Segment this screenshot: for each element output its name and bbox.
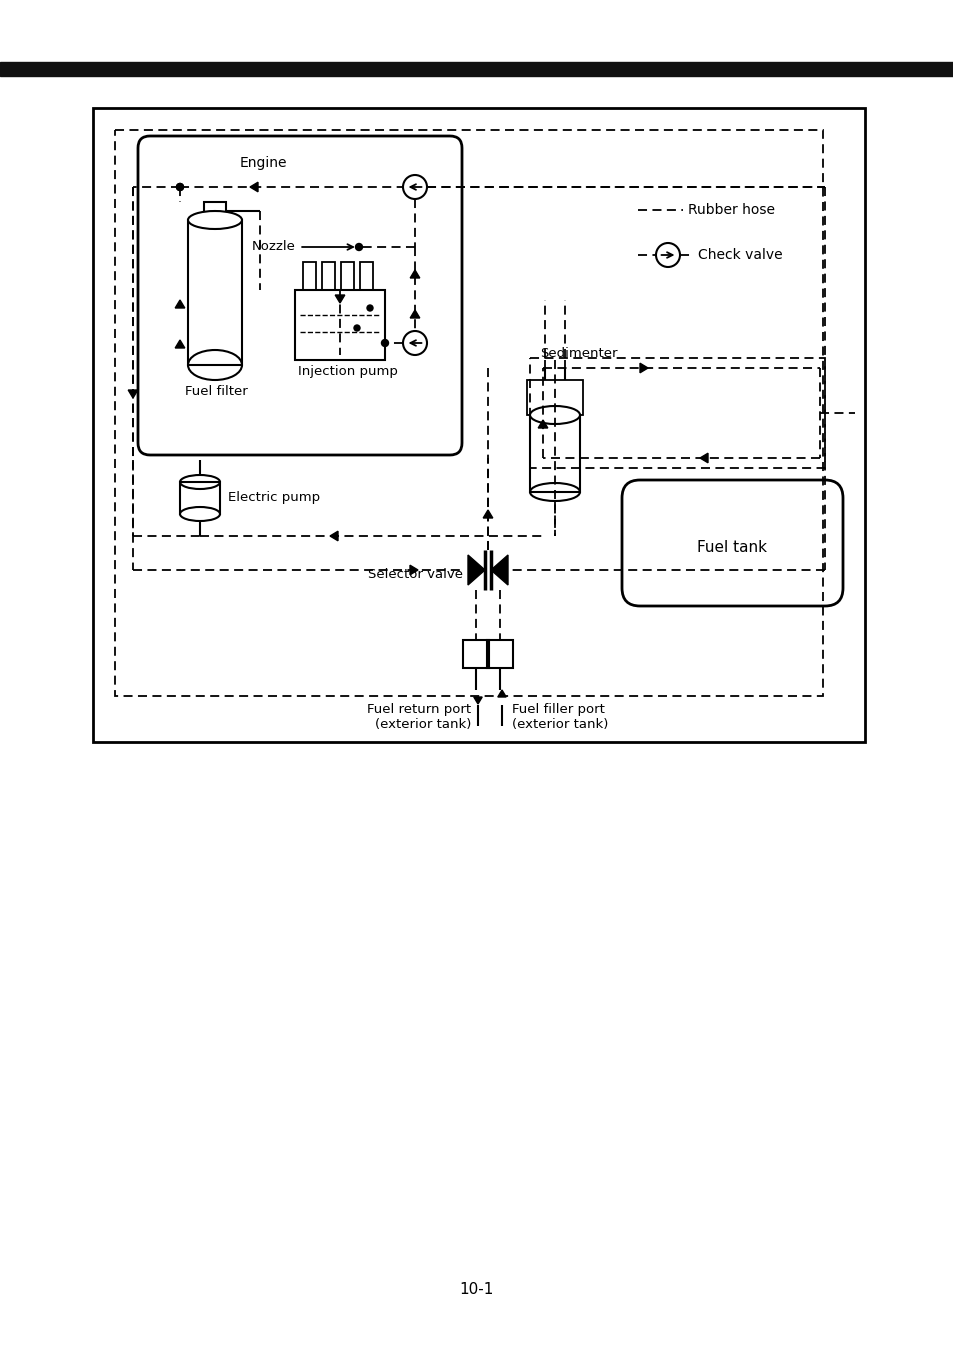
- Polygon shape: [175, 340, 185, 348]
- Bar: [303, 262, 315, 290]
- Polygon shape: [410, 566, 417, 575]
- Polygon shape: [482, 510, 493, 518]
- Polygon shape: [497, 690, 506, 697]
- Bar: [462, 640, 489, 668]
- Text: Engine: Engine: [240, 157, 287, 170]
- Polygon shape: [128, 390, 137, 398]
- Text: Fuel filler port: Fuel filler port: [512, 703, 604, 716]
- Bar: [180, 482, 220, 514]
- Bar: [92, 108, 864, 742]
- Bar: [115, 130, 822, 697]
- Bar: [486, 640, 513, 668]
- Text: Check valve: Check valve: [698, 248, 781, 262]
- Text: Fuel filter: Fuel filter: [185, 385, 248, 398]
- Circle shape: [176, 184, 183, 190]
- Circle shape: [381, 339, 388, 347]
- Polygon shape: [335, 296, 344, 302]
- Text: Rubber hose: Rubber hose: [687, 202, 774, 217]
- Ellipse shape: [180, 508, 220, 521]
- Polygon shape: [700, 454, 707, 463]
- Circle shape: [355, 243, 362, 251]
- Polygon shape: [410, 270, 419, 278]
- Circle shape: [402, 176, 427, 198]
- Polygon shape: [468, 555, 484, 585]
- Bar: [359, 262, 373, 290]
- Bar: [294, 290, 385, 360]
- Ellipse shape: [188, 211, 242, 230]
- Bar: [204, 202, 226, 220]
- Polygon shape: [330, 531, 337, 541]
- Bar: [0, 62, 953, 76]
- Polygon shape: [474, 697, 481, 703]
- Text: Fuel tank: Fuel tank: [697, 540, 766, 555]
- Bar: [530, 414, 579, 491]
- Bar: [340, 262, 354, 290]
- Polygon shape: [410, 310, 419, 319]
- Circle shape: [354, 325, 359, 331]
- Polygon shape: [537, 420, 547, 428]
- Text: Fuel return port: Fuel return port: [367, 703, 471, 716]
- Bar: [188, 220, 242, 364]
- Circle shape: [367, 305, 373, 310]
- Ellipse shape: [530, 406, 579, 424]
- Text: Selector valve: Selector valve: [368, 568, 462, 582]
- Circle shape: [656, 243, 679, 267]
- Polygon shape: [250, 182, 257, 192]
- Text: 10-1: 10-1: [459, 1282, 494, 1297]
- Text: Electric pump: Electric pump: [228, 491, 320, 505]
- Text: Injection pump: Injection pump: [297, 364, 397, 378]
- Polygon shape: [175, 300, 185, 308]
- Polygon shape: [491, 555, 507, 585]
- Bar: [526, 379, 582, 414]
- Text: Nozzle: Nozzle: [252, 240, 295, 254]
- Circle shape: [176, 184, 183, 190]
- Polygon shape: [639, 363, 647, 373]
- Circle shape: [402, 331, 427, 355]
- Text: Sedimenter: Sedimenter: [539, 347, 617, 360]
- Text: (exterior tank): (exterior tank): [512, 718, 608, 730]
- Bar: [530, 358, 824, 468]
- Ellipse shape: [180, 475, 220, 489]
- Text: (exterior tank): (exterior tank): [375, 718, 471, 730]
- Bar: [322, 262, 335, 290]
